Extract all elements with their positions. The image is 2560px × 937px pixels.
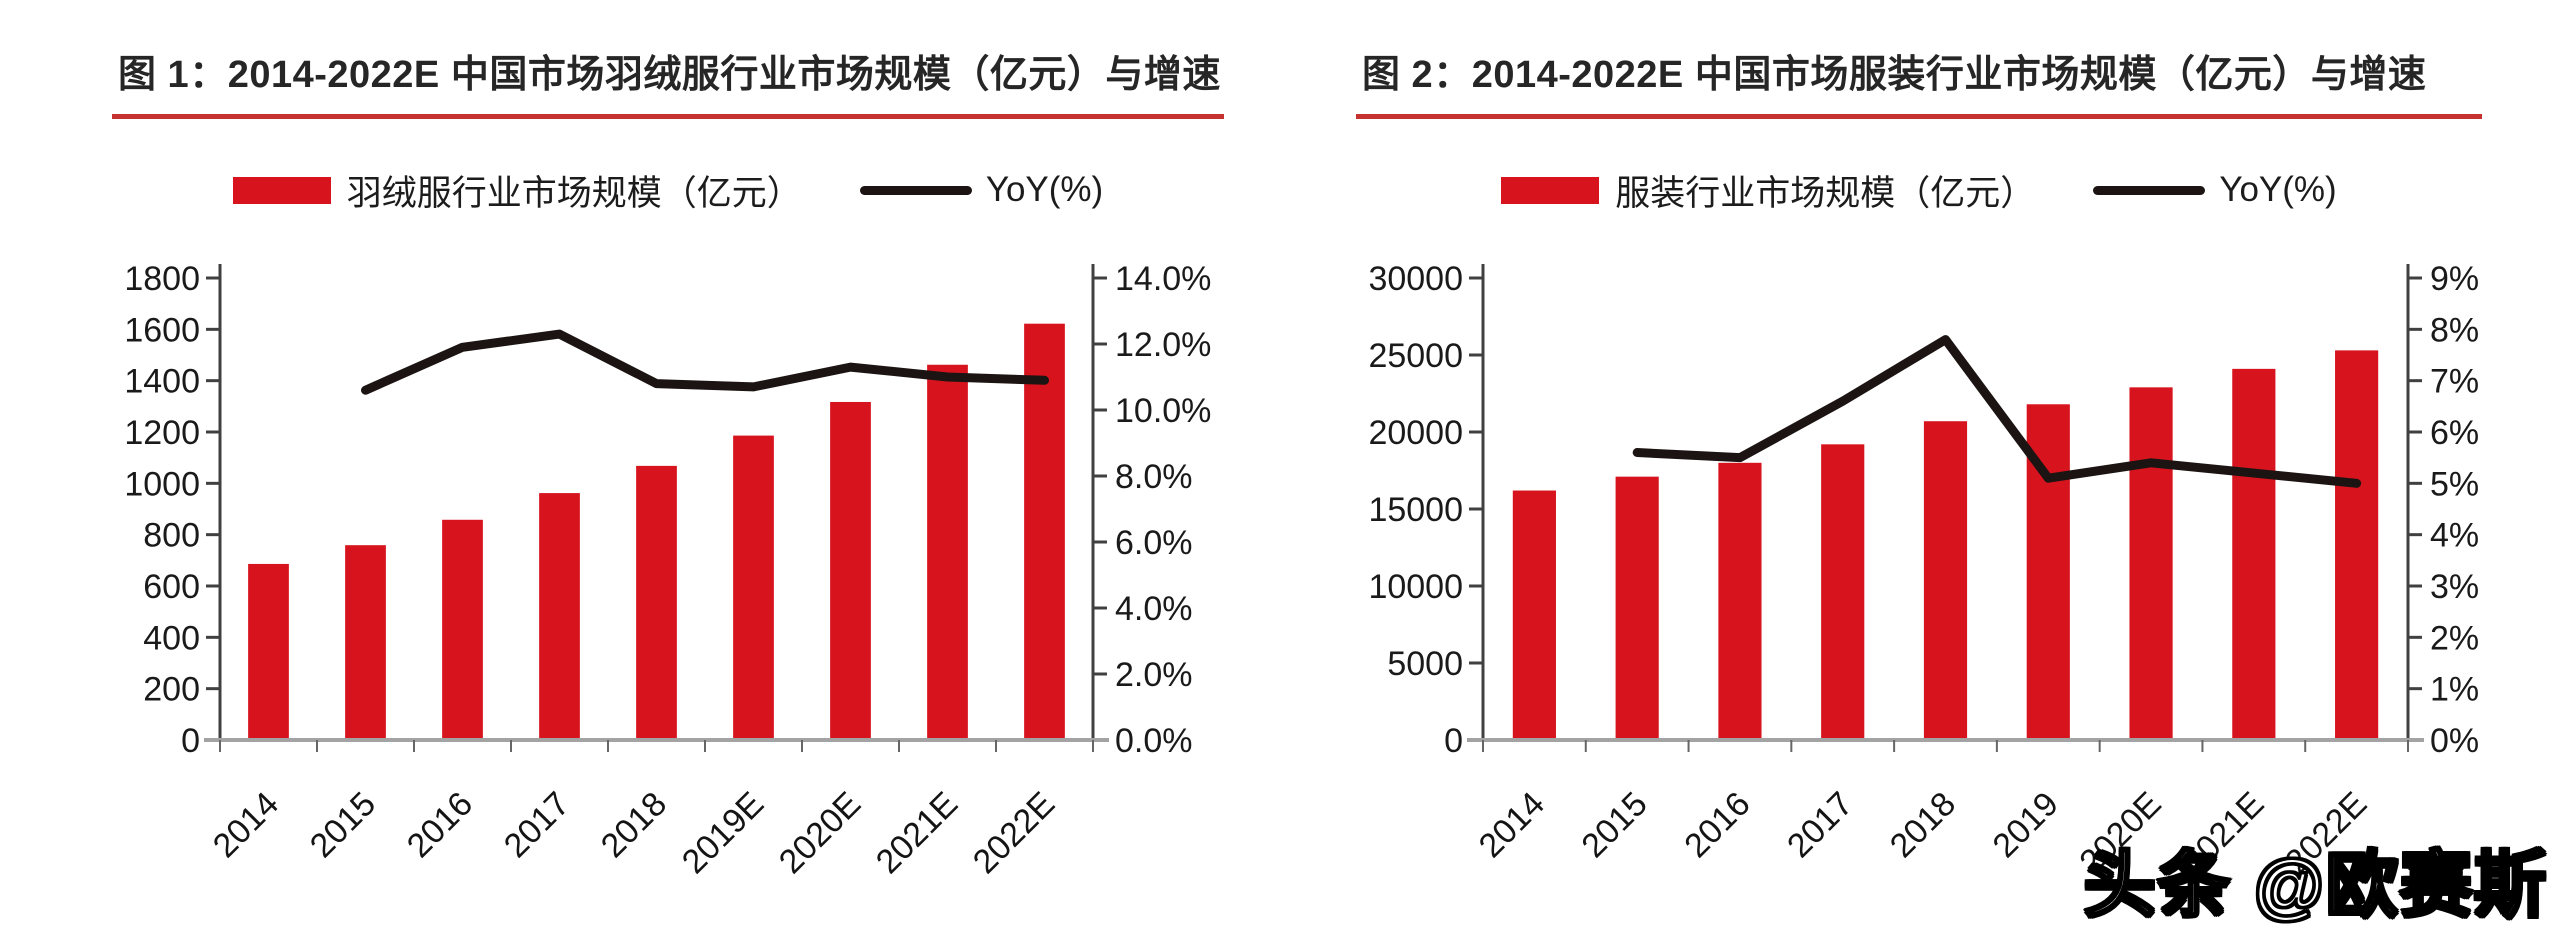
yoy-line bbox=[1632, 334, 2362, 488]
svg-text:2018: 2018 bbox=[594, 784, 674, 864]
svg-text:2018: 2018 bbox=[1883, 784, 1963, 864]
svg-text:1600: 1600 bbox=[124, 311, 200, 349]
svg-text:2.0%: 2.0% bbox=[1115, 656, 1193, 694]
chart-legend: 羽绒服行业市场规模（亿元） YoY(%) bbox=[112, 165, 1224, 216]
bar-legend-label: 羽绒服行业市场规模（亿元） bbox=[346, 173, 802, 213]
svg-text:6.0%: 6.0% bbox=[1115, 524, 1193, 562]
svg-text:12.0%: 12.0% bbox=[1115, 326, 1211, 364]
svg-text:4%: 4% bbox=[2430, 516, 2479, 554]
combo-chart-svg: 0 5000 10000 15000 20000 25000 30000 0% 1% 2% 3% 4%… bbox=[1368, 260, 2479, 881]
svg-text:1400: 1400 bbox=[124, 362, 200, 400]
svg-text:2014: 2014 bbox=[1472, 784, 1552, 864]
bar-2017 bbox=[1821, 444, 1865, 740]
svg-text:20000: 20000 bbox=[1368, 414, 1463, 452]
line-legend-mark bbox=[2093, 185, 2206, 195]
bar-legend-label: 服装行业市场规模（亿元） bbox=[1615, 173, 2036, 213]
bar-2018 bbox=[1923, 420, 1968, 740]
svg-text:10.0%: 10.0% bbox=[1115, 392, 1211, 430]
svg-text:5000: 5000 bbox=[1387, 645, 1463, 683]
line-legend-label: YoY(%) bbox=[985, 170, 1104, 210]
bar-2017 bbox=[539, 492, 580, 740]
svg-text:2015: 2015 bbox=[303, 784, 383, 864]
chart-legend: 服装行业市场规模（亿元） YoY(%) bbox=[1356, 165, 2482, 216]
svg-text:400: 400 bbox=[143, 619, 200, 657]
bar-legend-swatch bbox=[1501, 176, 1600, 204]
svg-text:2017: 2017 bbox=[1780, 784, 1860, 864]
bar-2022E bbox=[1024, 323, 1065, 740]
svg-text:30000: 30000 bbox=[1368, 260, 1463, 298]
svg-text:1200: 1200 bbox=[124, 414, 200, 452]
svg-text:200: 200 bbox=[143, 670, 200, 708]
svg-text:2015: 2015 bbox=[1574, 784, 1654, 864]
svg-text:0: 0 bbox=[181, 722, 200, 760]
svg-text:600: 600 bbox=[143, 568, 200, 606]
svg-text:2019E: 2019E bbox=[675, 784, 771, 879]
line-legend-mark bbox=[859, 185, 972, 195]
svg-text:25000: 25000 bbox=[1368, 337, 1463, 375]
svg-text:7%: 7% bbox=[2430, 362, 2479, 400]
svg-text:1%: 1% bbox=[2430, 670, 2479, 708]
combo-chart: 0 200 400 600 800 1000 1200 1400 1600 1800 0.0% 2.0… bbox=[112, 240, 1224, 885]
svg-text:0: 0 bbox=[1444, 722, 1463, 760]
svg-text:8.0%: 8.0% bbox=[1115, 458, 1193, 496]
svg-text:2016: 2016 bbox=[400, 784, 480, 864]
bar-2018 bbox=[636, 465, 677, 740]
bar-2020E bbox=[2129, 387, 2173, 740]
chart-panel-apparel: 图 2：2014-2022E 中国市场服装行业市场规模（亿元）与增速 服装行业市… bbox=[1356, 42, 2482, 885]
svg-text:9%: 9% bbox=[2430, 260, 2479, 298]
svg-text:2014: 2014 bbox=[206, 784, 286, 864]
svg-text:2016: 2016 bbox=[1677, 784, 1757, 864]
combo-chart-svg: 0 200 400 600 800 1000 1200 1400 1600 1800 0.0% 2.0… bbox=[124, 260, 1211, 881]
svg-text:2021E: 2021E bbox=[869, 784, 965, 879]
bar-2020E bbox=[830, 401, 871, 740]
bar-2014 bbox=[248, 563, 289, 740]
svg-text:14.0%: 14.0% bbox=[1115, 260, 1211, 298]
watermark: 头条 @欧赛斯 bbox=[2082, 845, 2548, 928]
svg-text:2%: 2% bbox=[2430, 619, 2479, 657]
yoy-line bbox=[361, 329, 1049, 395]
bar-2015 bbox=[1615, 476, 1659, 740]
chart-title: 图 1：2014-2022E 中国市场羽绒服行业市场规模（亿元）与增速 bbox=[112, 42, 1224, 119]
svg-text:800: 800 bbox=[143, 516, 200, 554]
bar-2022E bbox=[2335, 350, 2379, 740]
bar-2021E bbox=[2232, 368, 2276, 740]
svg-text:3%: 3% bbox=[2430, 568, 2479, 606]
bar-2019E bbox=[733, 435, 774, 740]
svg-text:15000: 15000 bbox=[1368, 491, 1463, 529]
svg-text:8%: 8% bbox=[2430, 311, 2479, 349]
svg-text:4.0%: 4.0% bbox=[1115, 590, 1193, 628]
svg-text:6%: 6% bbox=[2430, 414, 2479, 452]
svg-text:2022E: 2022E bbox=[966, 784, 1062, 879]
bar-2016 bbox=[442, 519, 483, 740]
svg-text:2020E: 2020E bbox=[772, 784, 868, 879]
svg-text:1000: 1000 bbox=[124, 465, 200, 503]
svg-text:0%: 0% bbox=[2430, 722, 2479, 760]
combo-chart: 0 5000 10000 15000 20000 25000 30000 0% 1% 2% 3% 4%… bbox=[1356, 240, 2482, 885]
svg-text:1800: 1800 bbox=[124, 260, 200, 298]
svg-text:2019: 2019 bbox=[1986, 784, 2066, 864]
chart-panel-down-jacket: 图 1：2014-2022E 中国市场羽绒服行业市场规模（亿元）与增速 羽绒服行… bbox=[112, 42, 1224, 885]
svg-text:0.0%: 0.0% bbox=[1115, 722, 1193, 760]
bar-2016 bbox=[1718, 462, 1762, 740]
bar-legend-swatch bbox=[232, 176, 331, 204]
svg-text:2017: 2017 bbox=[497, 784, 577, 864]
bar-2015 bbox=[345, 544, 386, 740]
bar-2021E bbox=[927, 364, 968, 740]
svg-text:10000: 10000 bbox=[1368, 568, 1463, 606]
line-legend-label: YoY(%) bbox=[2219, 170, 2337, 210]
chart-title: 图 2：2014-2022E 中国市场服装行业市场规模（亿元）与增速 bbox=[1356, 42, 2482, 119]
bar-2014 bbox=[1512, 490, 1556, 740]
svg-text:5%: 5% bbox=[2430, 465, 2479, 503]
